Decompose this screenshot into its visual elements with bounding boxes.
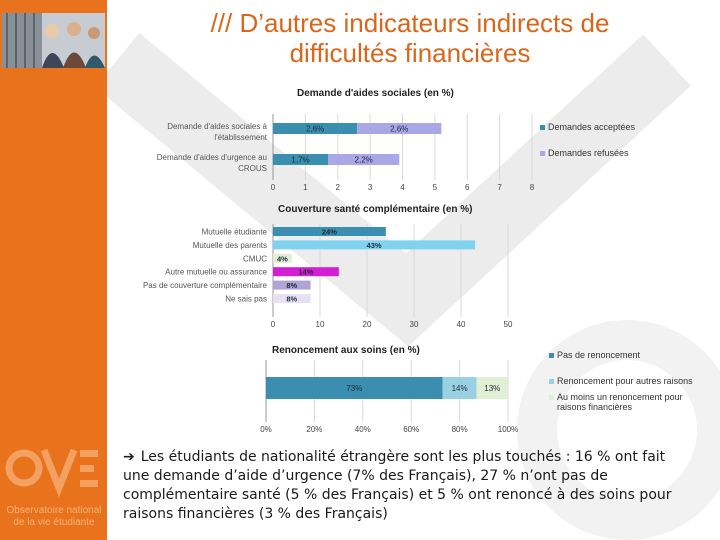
logo-caption: Observatoire national de la vie étudiant…	[2, 505, 106, 529]
chart-2-title: Couverture santé complémentaire (en %)	[278, 204, 473, 215]
chart-2-bar	[273, 253, 292, 263]
students-photo	[2, 13, 105, 68]
chart-2-category-label: Mutuelle des parents	[193, 241, 267, 250]
legend-swatch-other-reasons	[549, 379, 554, 384]
chart-2-tick-label: 20	[363, 320, 372, 329]
chart-2-tick-label: 0	[271, 320, 276, 329]
chart-2-data-label: 14%	[298, 268, 313, 277]
chart-3-tick-label: 60%	[403, 425, 419, 434]
chart-1-legend: Demandes acceptées Demandes refusées	[540, 122, 635, 164]
chart-2-tick-label: 30	[410, 320, 419, 329]
chart-1-tick-label: 2	[336, 183, 341, 192]
legend-swatch-accepted	[540, 125, 545, 130]
legend-label-refused: Demandes refusées	[548, 148, 629, 158]
chart-1-tick-label: 4	[400, 183, 405, 192]
ove-logo-icon	[5, 448, 98, 498]
chart-1-category-label: l'établissement	[214, 133, 267, 142]
chart-2-category-label: Ne sais pas	[225, 295, 267, 304]
chart-3-title: Renoncement aux soins (en %)	[272, 345, 420, 356]
background-watermark	[107, 33, 720, 540]
legend-swatch-no-renunciation	[549, 353, 554, 358]
chart-3-legend: Pas de renoncement Renoncement pour autr…	[549, 350, 699, 418]
chart-3-data-label: 13%	[484, 384, 500, 393]
chart-2-bar	[273, 280, 311, 290]
chart-2-category-label: Autre mutuelle ou assurance	[165, 268, 267, 277]
legend-item-other-reasons: Renoncement pour autres raisons	[549, 376, 699, 386]
chart-2-bar	[273, 267, 339, 277]
chart-2-health-coverage: 0 10 20 30 40 50 Mutuelle étudiante 24% Mutuelle…	[143, 224, 513, 329]
chart-1-data-label: 1,7%	[291, 156, 309, 165]
legend-item-accepted: Demandes acceptées	[540, 122, 635, 132]
legend-swatch-refused	[540, 151, 545, 156]
chart-3-data-label: 73%	[346, 384, 362, 393]
chart-1-social-aid: 0 1 2 3 4 5 6 7 8 Demande d'aides sociales à l'éta…	[157, 114, 535, 192]
chart-3-bar-no-renunciation	[266, 377, 443, 399]
chart-3-tick-label: 40%	[355, 425, 371, 434]
chart-2-tick-label: 40	[457, 320, 466, 329]
chart-2-data-label: 24%	[322, 228, 337, 237]
legend-label-accepted: Demandes acceptées	[548, 122, 636, 132]
chart-1-category-label: Demande d'aides sociales à	[167, 122, 267, 131]
chart-1-title: Demande d'aides sociales (en %)	[297, 88, 454, 99]
slide-title-line-1: /// D’autres indicateurs indirects de	[210, 8, 610, 38]
chart-1-data-label: 2,2%	[355, 156, 373, 165]
chart-1-category-label: CROUS	[238, 164, 267, 173]
legend-label-other-reasons: Renoncement pour autres raisons	[557, 376, 693, 386]
slide-title: /// D’autres indicateurs indirects de di…	[115, 8, 705, 68]
logo-line-2: de la vie étudiante	[13, 517, 95, 528]
chart-1-tick-label: 5	[433, 183, 438, 192]
chart-1-data-label: 2,6%	[390, 125, 408, 134]
chart-1-tick-label: 3	[368, 183, 373, 192]
chart-2-tick-label: 50	[504, 320, 513, 329]
chart-3-bar-other-reasons	[442, 377, 477, 399]
chart-2-category-label: Mutuelle étudiante	[202, 228, 268, 237]
chart-1-tick-label: 7	[497, 183, 502, 192]
chart-3-data-label: 14%	[452, 384, 468, 393]
chart-1-bar-accepted	[273, 123, 358, 134]
logo-line-1: Observatoire national	[6, 505, 102, 516]
chart-2-tick-label: 10	[316, 320, 325, 329]
chart-2-data-label: 8%	[286, 295, 297, 304]
students-illustration-icon	[2, 13, 105, 68]
legend-label-financial-reasons: Au moins un renoncement pour raisons fin…	[557, 392, 683, 412]
legend-label-no-renunciation: Pas de renoncement	[557, 350, 641, 360]
chart-1-data-label: 2,6%	[306, 125, 324, 134]
legend-item-financial-reasons: Au moins un renoncement pour raisons fin…	[549, 392, 699, 412]
legend-swatch-financial-reasons	[549, 395, 554, 400]
bullet-text: Les étudiants de nationalité étrangère s…	[123, 449, 672, 522]
chart-3-tick-label: 0%	[260, 425, 272, 434]
chart-3-tick-label: 100%	[498, 425, 518, 434]
chart-2-category-label: CMUC	[243, 254, 267, 263]
chart-1-category-label: Demande d'aides d'urgence au	[157, 153, 267, 162]
chart-2-data-label: 43%	[367, 241, 382, 250]
chart-2-bar	[273, 240, 476, 250]
chart-2-category-label: Pas de couverture complémentaire	[143, 281, 268, 290]
slide-title-line-2: difficultés financières	[289, 38, 531, 68]
chart-1-tick-label: 8	[530, 183, 535, 192]
chart-1-bar-refused	[328, 154, 400, 165]
chart-3-tick-label: 20%	[306, 425, 322, 434]
legend-item-no-renunciation: Pas de renoncement	[549, 350, 699, 360]
chart-1-bar-accepted	[273, 154, 329, 165]
chart-2-bar	[273, 227, 386, 236]
bullet-paragraph: ➔ Les étudiants de nationalité étrangère …	[123, 448, 693, 524]
chart-3-bar-financial-reasons	[476, 377, 508, 399]
chart-1-tick-label: 0	[271, 183, 276, 192]
chart-1-bar-refused	[357, 123, 442, 134]
chart-1-tick-label: 1	[303, 183, 308, 192]
legend-item-refused: Demandes refusées	[540, 148, 635, 158]
chart-3-care-renunciation: 0% 20% 40% 60% 80% 100% 73% 14% 13%	[260, 360, 518, 434]
arrow-right-icon: ➔	[123, 449, 135, 465]
chart-1-tick-label: 6	[465, 183, 470, 192]
chart-2-bar	[273, 294, 311, 303]
chart-2-data-label: 4%	[277, 254, 288, 263]
sidebar: Observatoire national de la vie étudiant…	[0, 0, 107, 540]
chart-2-data-label: 8%	[286, 281, 297, 290]
chart-3-tick-label: 80%	[452, 425, 468, 434]
